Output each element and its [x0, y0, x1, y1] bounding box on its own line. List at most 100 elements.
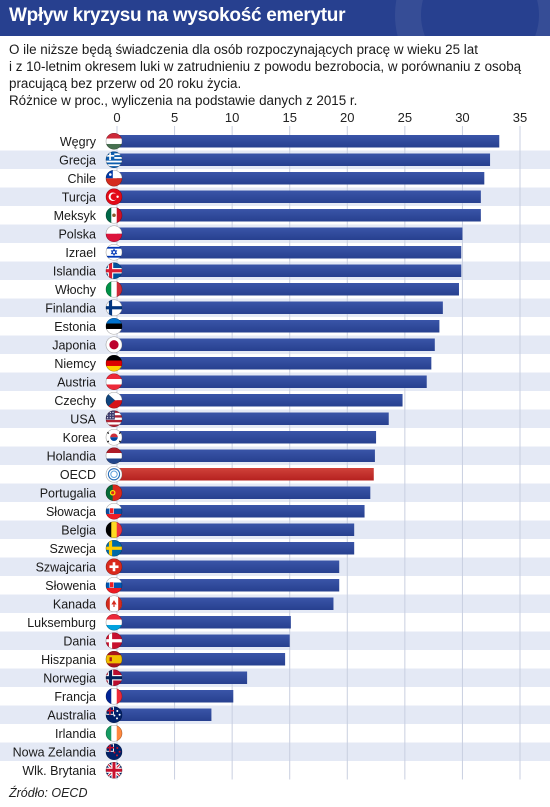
flag-outline: [105, 595, 123, 613]
flag-outline: [105, 188, 123, 206]
category-label: Korea: [63, 431, 96, 445]
flag-icon: [105, 558, 123, 575]
subtitle-line: O ile niższe będą świadczenia dla osób r…: [9, 42, 478, 57]
bar: [117, 560, 340, 573]
chart-title: Wpływ kryzysu na wysokość emerytur: [9, 5, 346, 26]
category-label: Nowa Zelandia: [13, 745, 96, 759]
bar: [117, 338, 435, 351]
x-tick-label: 10: [225, 110, 239, 125]
source-note: Źródło: OECD: [9, 786, 88, 800]
bar: [117, 616, 291, 629]
flag-icon: [105, 484, 123, 501]
flag-outline: [105, 262, 123, 280]
flag-icon: [105, 743, 123, 760]
category-label: Estonia: [54, 320, 96, 334]
flag-outline: [105, 225, 123, 243]
category-label: Węgry: [60, 135, 97, 149]
flag-icon: [105, 225, 123, 242]
bar: [117, 486, 371, 499]
flag-outline: [105, 447, 123, 465]
flag-icon: [105, 318, 123, 335]
flag-outline: [105, 373, 123, 391]
flag-outline: [105, 761, 123, 779]
flag-outline: [105, 687, 123, 705]
flag-outline: [105, 558, 123, 576]
flag-icon: [105, 632, 123, 649]
category-label: Portugalia: [40, 486, 96, 500]
bar: [117, 209, 481, 222]
bar: [117, 708, 212, 721]
category-label: Słowacja: [46, 505, 96, 519]
category-label: Islandia: [53, 264, 96, 278]
flag-outline: [105, 502, 123, 520]
flag-outline: [105, 410, 123, 428]
bar: [117, 357, 432, 370]
category-label: Kanada: [53, 597, 96, 611]
flag-icon: [105, 447, 123, 464]
bar: [117, 634, 290, 647]
category-label: Irlandia: [55, 727, 96, 741]
bar: [117, 172, 485, 185]
category-label: Norwegia: [43, 671, 96, 685]
category-label: Austria: [57, 375, 96, 389]
flag-icon: [105, 503, 123, 520]
flag-icon: [105, 262, 123, 279]
flag-icon: [105, 281, 123, 298]
flag-outline: [105, 169, 123, 187]
bar-highlight: [117, 468, 374, 481]
bar: [117, 190, 481, 203]
flag-icon: [105, 688, 123, 705]
x-tick-label: 0: [113, 110, 120, 125]
flag-outline: [105, 317, 123, 335]
x-tick-label: 30: [455, 110, 469, 125]
flag-outline: [105, 428, 123, 446]
bar: [117, 375, 427, 388]
flag-outline: [105, 280, 123, 298]
flag-outline: [105, 724, 123, 742]
bar: [117, 264, 462, 277]
category-label: Czechy: [54, 394, 96, 408]
flag-outline: [105, 465, 123, 483]
category-label: Finlandia: [45, 301, 96, 315]
bar: [117, 449, 375, 462]
subtitle-line: i z 10-letnim okresem luki w zatrudnieni…: [9, 59, 522, 74]
flag-outline: [105, 151, 123, 169]
flag-icon: [105, 336, 123, 353]
flag-outline: [105, 650, 123, 668]
flag-icon: [105, 133, 123, 150]
flag-outline: [105, 632, 123, 650]
flag-outline: [105, 484, 123, 502]
category-label: Szwajcaria: [36, 560, 96, 574]
category-label: Włochy: [55, 283, 97, 297]
bar: [117, 135, 500, 148]
chart-subtitle: O ile niższe będą świadczenia dla osób r…: [9, 41, 544, 109]
flag-outline: [105, 391, 123, 409]
flag-outline: [105, 354, 123, 372]
flag-outline: [105, 132, 123, 150]
flag-outline: [105, 521, 123, 539]
flag-icon: [105, 392, 123, 409]
subtitle-line: pracującą bez przerw od 20 roku życia.: [9, 76, 242, 91]
category-label: Wlk. Brytania: [22, 764, 96, 778]
bar: [117, 671, 248, 684]
flag-icon: [105, 299, 123, 316]
category-label: Holandia: [47, 449, 96, 463]
bar: [117, 505, 365, 518]
flag-icon: [105, 651, 123, 668]
flag-icon: [105, 244, 123, 261]
bar: [117, 653, 286, 666]
flag-outline: [105, 743, 123, 761]
flag-outline: [105, 243, 123, 261]
category-label: Hiszpania: [41, 653, 96, 667]
bar: [117, 597, 334, 610]
category-label: Dania: [63, 634, 96, 648]
flag-icon: [105, 410, 123, 427]
bar: [117, 542, 355, 555]
flag-icon: [105, 188, 123, 205]
flag-outline: [105, 576, 123, 594]
flag-icon: [105, 706, 123, 723]
category-label: USA: [70, 412, 96, 426]
bar: [117, 246, 462, 259]
x-tick-label: 15: [282, 110, 296, 125]
bar: [117, 320, 440, 333]
